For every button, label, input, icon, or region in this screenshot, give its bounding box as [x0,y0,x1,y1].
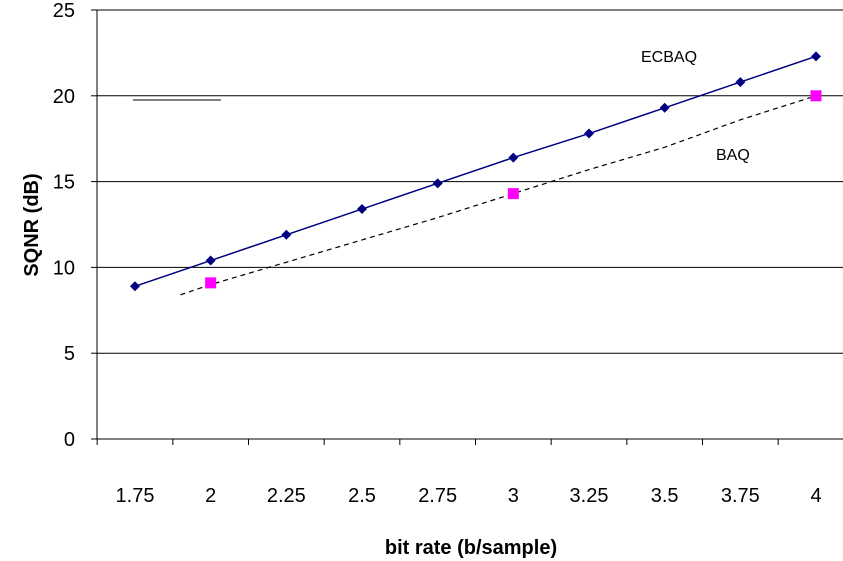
y-tick-label: 20 [53,86,75,108]
x-tick-label: 3 [508,485,519,507]
marker-ecbaq [811,51,821,62]
y-tick-label: 5 [64,343,75,365]
grid [97,9,843,354]
marker-baq [507,188,519,200]
marker-baq [205,277,217,289]
x-tick-label: 4 [810,485,821,507]
y-tick-label: 25 [53,0,75,22]
series-label-baq: BAQ [716,147,750,164]
x-tick-label: 3.25 [570,485,609,507]
y-axis-title: SQNR (dB) [21,173,43,276]
axis-ticks: 0 5 10 15 20 25 1.75 2 2.25 2.5 2.75 3 3.25 3.5 3.75 4 [53,0,822,507]
series-line-baq [180,95,817,296]
x-axis-title: bit rate (b/sample) [385,537,557,559]
y-tick-label: 15 [53,172,75,194]
marker-ecbaq [584,128,594,139]
series-group [130,51,822,296]
marker-ecbaq [735,77,746,88]
x-tick-label: 1.75 [116,485,155,507]
x-tick-label: 2 [205,485,216,507]
y-tick-label: 0 [64,429,75,451]
marker-ecbaq [508,152,519,163]
marker-baq [810,90,822,102]
x-tick-label: 2.75 [418,485,457,507]
marker-ecbaq [659,102,670,113]
x-tick-label: 3.75 [721,485,760,507]
marker-ecbaq [281,229,292,240]
series-label-ecbaq: ECBAQ [641,49,697,66]
series-line-ecbaq [134,55,817,287]
x-tick-label: 2.25 [267,485,306,507]
marker-ecbaq [357,204,367,215]
marker-ecbaq [130,281,140,292]
y-tick-label: 10 [53,257,75,279]
x-tick-label: 2.5 [348,485,376,507]
x-tick-label: 3.5 [651,485,679,507]
marker-ecbaq [205,255,216,266]
marker-ecbaq [432,178,443,189]
